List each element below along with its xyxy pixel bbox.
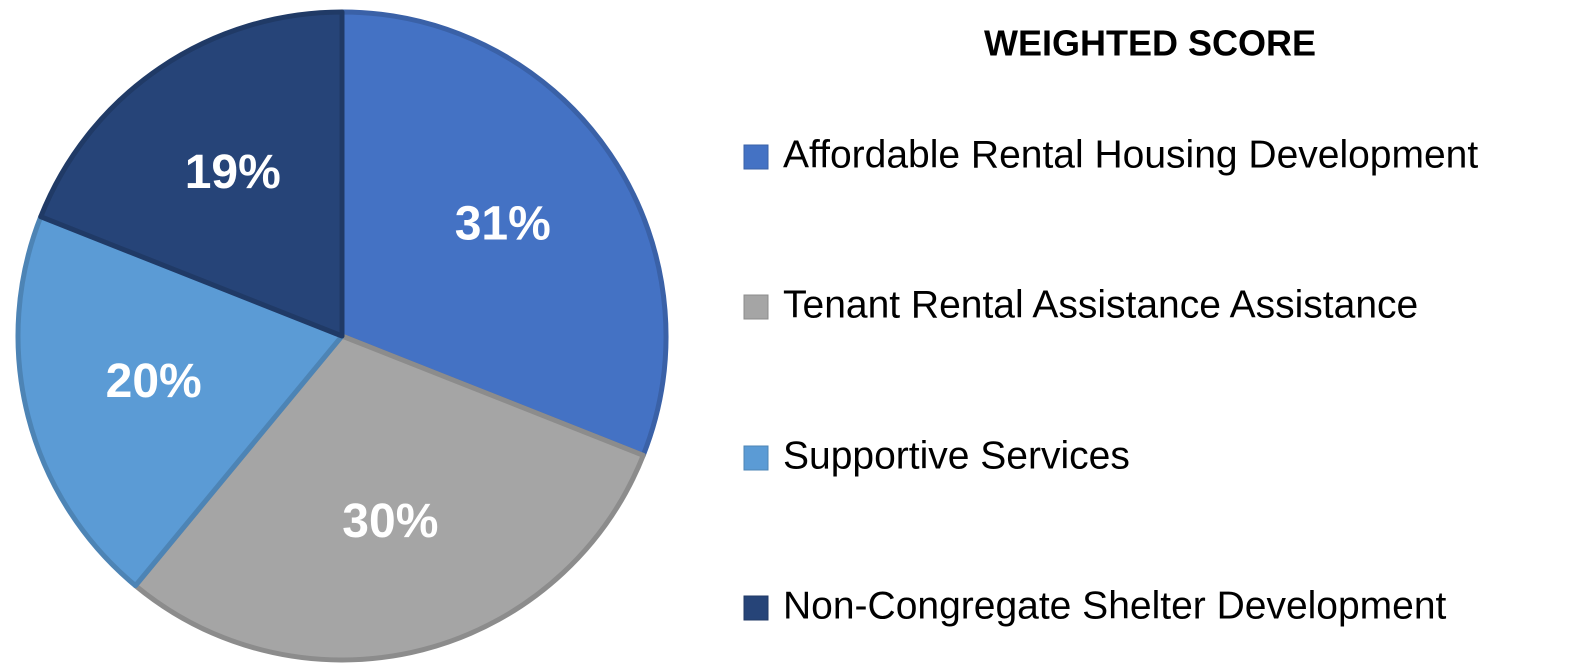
legend-label: Supportive Services — [783, 434, 1130, 477]
legend-swatch — [743, 445, 769, 471]
pie-slice — [339, 9, 669, 458]
legend-swatch — [743, 294, 769, 320]
data-label: 20% — [106, 355, 202, 408]
legend-swatch — [743, 595, 769, 621]
pie-slice — [38, 9, 345, 339]
data-label: 31% — [455, 197, 551, 250]
data-label: 19% — [185, 146, 281, 199]
pie-slice — [15, 214, 345, 589]
chart-title: WEIGHTED SCORE — [984, 23, 1316, 64]
pie-slice — [132, 333, 646, 663]
legend-swatch — [743, 144, 769, 170]
legend-label: Non-Congregate Shelter Development — [783, 584, 1447, 627]
legend-label: Affordable Rental Housing Development — [783, 133, 1478, 176]
legend-label: Tenant Rental Assistance Assistance — [783, 283, 1418, 326]
data-label: 30% — [342, 495, 438, 548]
